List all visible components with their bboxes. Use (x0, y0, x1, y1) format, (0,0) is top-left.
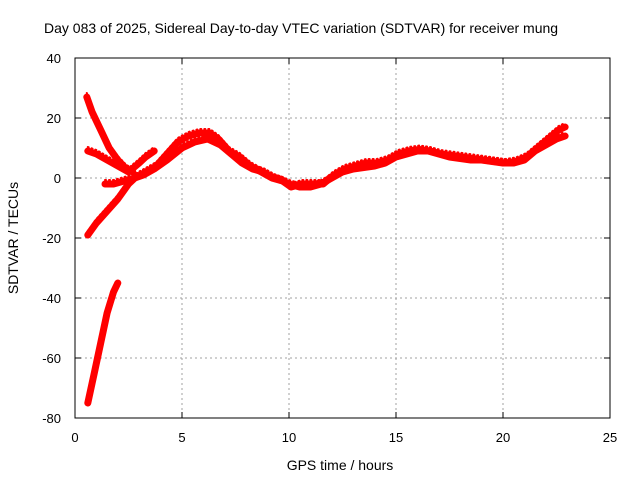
series-upper-track-fringe (86, 146, 156, 169)
series-layer (83, 92, 569, 407)
series-steep-low-fringe (86, 278, 119, 400)
series-steep-low (84, 279, 122, 407)
series-main-track-fringe (104, 122, 567, 184)
x-axis-label: GPS time / hours (287, 457, 394, 473)
grid (75, 58, 610, 418)
x-tick-label: 0 (71, 430, 78, 445)
chart-title: Day 083 of 2025, Sidereal Day-to-day VTE… (44, 20, 558, 36)
y-tick-label: 40 (47, 51, 61, 66)
y-tick-label: 20 (47, 111, 61, 126)
x-tick-label: 15 (389, 430, 403, 445)
x-tick-label: 10 (282, 430, 296, 445)
x-tick-label: 25 (603, 430, 617, 445)
series-main-track (101, 123, 569, 191)
series-upper-track (84, 147, 158, 176)
ticks: 0 5 10 15 20 25 -80 -60 -40 -20 0 20 40 (42, 51, 617, 445)
y-tick-label: 0 (54, 171, 61, 186)
y-tick-label: -40 (42, 291, 61, 306)
y-axis-label: SDTVAR / TECUs (5, 182, 21, 294)
y-tick-label: -60 (42, 351, 61, 366)
series-top-descending-fringe (85, 92, 134, 169)
x-tick-label: 5 (178, 430, 185, 445)
y-tick-label: -20 (42, 231, 61, 246)
y-tick-label: -80 (42, 411, 61, 426)
x-tick-label: 20 (496, 430, 510, 445)
